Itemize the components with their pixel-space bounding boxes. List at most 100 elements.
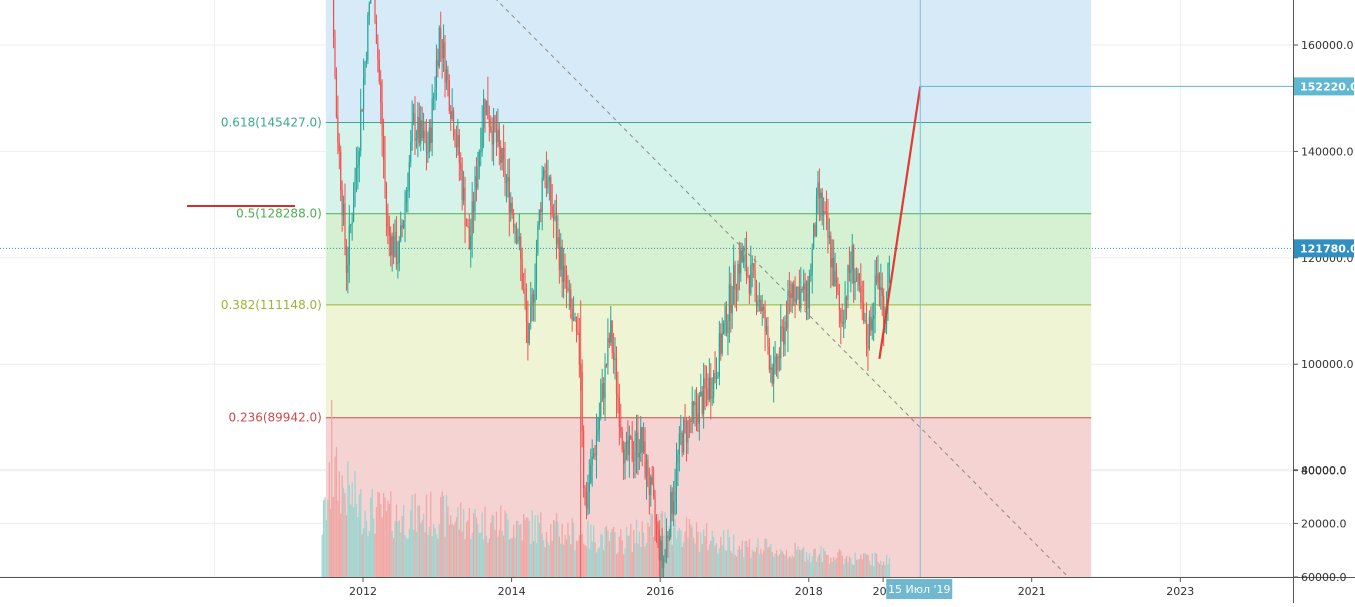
- volume-bar: [768, 546, 771, 577]
- candle-body: [523, 288, 525, 290]
- volume-bar: [421, 520, 423, 577]
- volume-bar: [354, 471, 356, 577]
- volume-bar: [737, 549, 739, 577]
- candle-body: [683, 419, 685, 453]
- volume-bar: [675, 538, 678, 577]
- candle-body: [658, 529, 660, 561]
- candle-body: [591, 456, 593, 465]
- candle-body: [475, 176, 478, 188]
- candle-body: [863, 302, 865, 322]
- volume-bar: [342, 487, 345, 577]
- volume-bar: [880, 560, 882, 577]
- volume-bar: [361, 534, 363, 577]
- volume-bar: [881, 565, 883, 577]
- candle-body: [713, 373, 715, 398]
- candle-body: [751, 263, 753, 266]
- volume-bar: [650, 513, 652, 577]
- candle-body: [431, 98, 433, 144]
- candle-body: [515, 226, 518, 243]
- volume-bar: [687, 537, 689, 577]
- volume-bar: [575, 541, 578, 577]
- candle-body: [737, 263, 739, 290]
- candle-body: [604, 364, 606, 399]
- volume-bar: [515, 520, 518, 577]
- volume-bar: [348, 484, 350, 577]
- candle-body: [334, 37, 336, 76]
- volume-bar: [481, 512, 483, 577]
- fib-level-label: 0.618(145427.0): [221, 116, 322, 130]
- volume-bar: [584, 545, 586, 577]
- candle-body: [845, 297, 848, 300]
- candle-body: [767, 326, 769, 347]
- candle-body: [820, 192, 822, 199]
- candle-body: [850, 269, 852, 274]
- candle-body: [795, 287, 798, 302]
- candle-body: [781, 326, 783, 328]
- volume-bar: [730, 550, 732, 577]
- candle-body: [874, 275, 876, 316]
- volume-bar: [587, 520, 589, 577]
- candle-body: [625, 440, 628, 444]
- candle-body: [677, 454, 679, 463]
- volume-bar: [827, 554, 829, 577]
- volume-bar: [833, 556, 835, 577]
- volume-bar: [857, 559, 859, 577]
- candle-body: [860, 285, 862, 302]
- candle-body: [777, 356, 779, 370]
- candle-body: [861, 301, 863, 303]
- volume-bar: [741, 540, 743, 577]
- volume-bar: [524, 519, 526, 577]
- candle-body: [445, 69, 448, 83]
- volume-bar: [593, 525, 595, 577]
- candle-body: [624, 443, 626, 464]
- candle-body: [361, 109, 363, 111]
- volume-bar: [668, 526, 671, 577]
- volume-bar: [330, 508, 332, 577]
- candle-body: [630, 435, 632, 440]
- candle-body: [727, 320, 729, 333]
- volume-bar: [654, 517, 656, 577]
- volume-bar: [368, 530, 370, 577]
- volume-bar: [783, 553, 785, 577]
- candle-body: [451, 110, 453, 119]
- candle-body: [828, 235, 830, 238]
- candle-body: [770, 367, 772, 370]
- candle-body: [474, 176, 476, 212]
- volume-bar: [607, 530, 609, 577]
- volume-bar: [847, 562, 849, 577]
- volume-bar: [415, 531, 418, 577]
- candle-body: [705, 388, 708, 390]
- volume-bar: [651, 513, 653, 577]
- candle-body: [470, 235, 472, 250]
- candle-body: [794, 298, 796, 302]
- volume-bar: [557, 521, 559, 577]
- candle-body: [834, 271, 836, 286]
- volume-bar: [365, 520, 368, 577]
- volume-bar: [327, 499, 329, 577]
- volume-bar: [733, 534, 735, 577]
- candle-body: [464, 187, 466, 226]
- volume-bar: [851, 564, 853, 577]
- candle-body: [374, 0, 376, 22]
- volume-bar: [334, 456, 336, 577]
- candle-body: [851, 245, 853, 270]
- y-tick-label: 80000.0: [1301, 465, 1347, 478]
- volume-bar: [727, 529, 729, 577]
- candle-body: [798, 287, 800, 309]
- volume-bar: [613, 526, 615, 577]
- candle-body: [597, 429, 599, 436]
- volume-bars: [321, 400, 891, 577]
- y-tick-label: 160000.0: [1301, 39, 1354, 52]
- volume-bar: [840, 550, 842, 577]
- candle-body: [472, 201, 475, 212]
- volume-bar: [410, 509, 412, 577]
- volume-bar: [618, 536, 621, 577]
- candle-body: [415, 138, 418, 141]
- candle-body: [428, 127, 430, 153]
- volume-bar: [820, 546, 822, 577]
- volume-bar: [853, 565, 855, 577]
- volume-bar: [583, 543, 585, 577]
- candle-body: [615, 358, 618, 394]
